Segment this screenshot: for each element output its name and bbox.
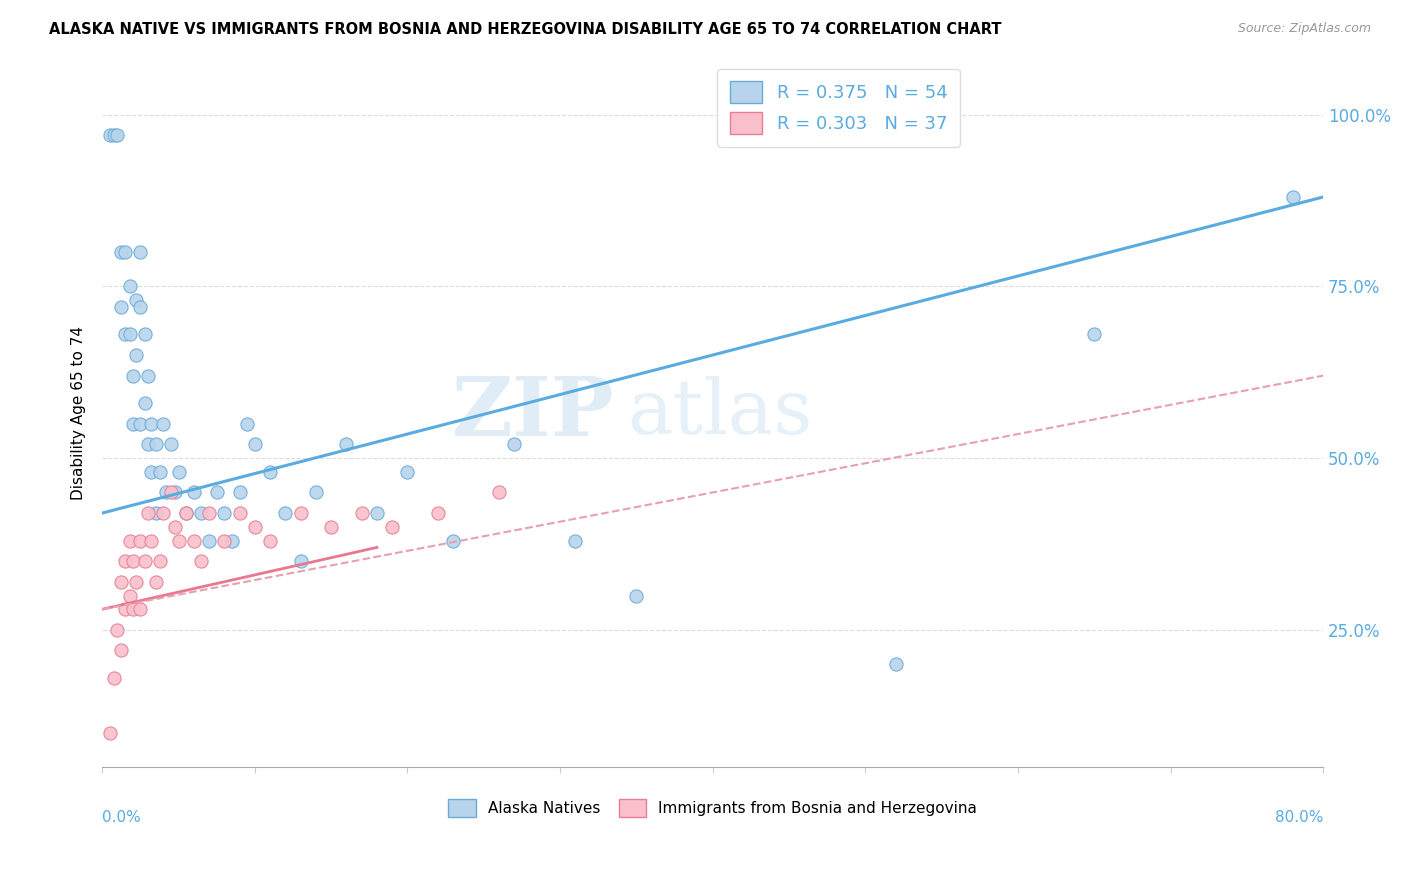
Point	[107, 623, 129, 637]
Point	[114, 327, 136, 342]
Point	[198, 506, 221, 520]
Legend: Alaska Natives, Immigrants from Bosnia and Herzegovina: Alaska Natives, Immigrants from Bosnia a…	[441, 792, 983, 823]
Point	[139, 465, 162, 479]
Point	[139, 533, 162, 548]
Point	[155, 485, 177, 500]
Text: 0.0%: 0.0%	[103, 810, 141, 825]
Point	[626, 589, 648, 603]
Point	[114, 244, 136, 259]
Point	[129, 533, 152, 548]
Point	[488, 485, 510, 500]
Point	[243, 520, 266, 534]
Point	[118, 533, 141, 548]
Text: ZIP: ZIP	[453, 374, 614, 453]
Point	[129, 417, 152, 431]
Point	[121, 602, 143, 616]
Point	[503, 437, 526, 451]
Point	[205, 485, 228, 500]
Point	[167, 533, 190, 548]
Point	[149, 554, 172, 568]
Point	[441, 533, 464, 548]
Point	[114, 554, 136, 568]
Point	[121, 368, 143, 383]
Point	[145, 574, 167, 589]
Point	[290, 554, 312, 568]
Point	[274, 506, 297, 520]
Point	[121, 417, 143, 431]
Point	[118, 279, 141, 293]
Point	[98, 128, 121, 143]
Point	[236, 417, 259, 431]
Text: ALASKA NATIVE VS IMMIGRANTS FROM BOSNIA AND HERZEGOVINA DISABILITY AGE 65 TO 74 : ALASKA NATIVE VS IMMIGRANTS FROM BOSNIA …	[49, 22, 1001, 37]
Point	[145, 437, 167, 451]
Point	[214, 506, 236, 520]
Point	[145, 506, 167, 520]
Point	[190, 554, 212, 568]
Text: Source: ZipAtlas.com: Source: ZipAtlas.com	[1237, 22, 1371, 36]
Point	[136, 437, 159, 451]
Point	[118, 327, 141, 342]
Point	[118, 589, 141, 603]
Point	[381, 520, 404, 534]
Point	[110, 244, 132, 259]
Point	[165, 485, 187, 500]
Point	[129, 602, 152, 616]
Point	[183, 533, 205, 548]
Point	[426, 506, 449, 520]
Point	[134, 327, 156, 342]
Point	[152, 417, 174, 431]
Point	[259, 465, 281, 479]
Point	[1281, 190, 1303, 204]
Point	[125, 574, 148, 589]
Point	[174, 506, 197, 520]
Point	[167, 465, 190, 479]
Point	[134, 554, 156, 568]
Point	[228, 485, 250, 500]
Point	[98, 726, 121, 740]
Point	[221, 533, 243, 548]
Point	[290, 506, 312, 520]
Point	[129, 300, 152, 314]
Point	[190, 506, 212, 520]
Point	[214, 533, 236, 548]
Point	[149, 465, 172, 479]
Point	[110, 574, 132, 589]
Point	[134, 396, 156, 410]
Point	[139, 417, 162, 431]
Point	[183, 485, 205, 500]
Point	[228, 506, 250, 520]
Point	[160, 485, 183, 500]
Point	[243, 437, 266, 451]
Point	[396, 465, 419, 479]
Point	[125, 293, 148, 307]
Point	[136, 506, 159, 520]
Point	[564, 533, 586, 548]
Text: 80.0%: 80.0%	[1275, 810, 1323, 825]
Point	[129, 244, 152, 259]
Point	[321, 520, 343, 534]
Y-axis label: Disability Age 65 to 74: Disability Age 65 to 74	[72, 326, 86, 500]
Point	[114, 602, 136, 616]
Point	[350, 506, 373, 520]
Point	[110, 300, 132, 314]
Point	[174, 506, 197, 520]
Point	[125, 348, 148, 362]
Point	[259, 533, 281, 548]
Point	[1083, 327, 1105, 342]
Text: atlas: atlas	[627, 376, 813, 450]
Point	[198, 533, 221, 548]
Point	[305, 485, 328, 500]
Point	[110, 643, 132, 657]
Point	[165, 520, 187, 534]
Point	[160, 437, 183, 451]
Point	[884, 657, 907, 672]
Point	[103, 671, 125, 685]
Point	[136, 368, 159, 383]
Point	[335, 437, 357, 451]
Point	[107, 128, 129, 143]
Point	[103, 128, 125, 143]
Point	[152, 506, 174, 520]
Point	[121, 554, 143, 568]
Point	[366, 506, 388, 520]
